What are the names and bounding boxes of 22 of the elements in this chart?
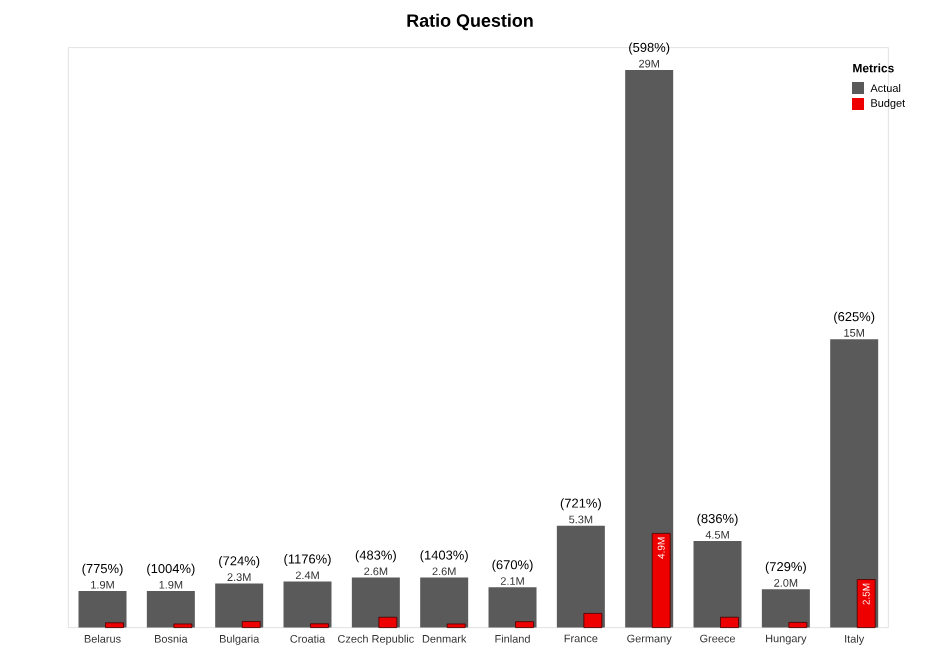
bar: [651, 532, 671, 629]
bar: [488, 587, 537, 628]
bar: [420, 577, 469, 628]
bar: [515, 621, 534, 629]
bar: [351, 577, 400, 628]
bar: [283, 581, 332, 628]
bar: [215, 583, 264, 628]
bar: [788, 622, 808, 629]
bar: [78, 591, 127, 628]
bar: [583, 612, 603, 629]
bar: [625, 69, 674, 628]
bar: [720, 616, 739, 629]
bar: [105, 622, 124, 629]
bar: [378, 616, 398, 629]
chart-title: Ratio Question: [407, 13, 533, 31]
bar: [241, 621, 261, 629]
bar: [761, 589, 810, 628]
bar: [830, 339, 879, 628]
bar: [556, 525, 605, 628]
bar: [693, 541, 742, 628]
bar: [146, 591, 195, 628]
bar: [856, 579, 876, 629]
